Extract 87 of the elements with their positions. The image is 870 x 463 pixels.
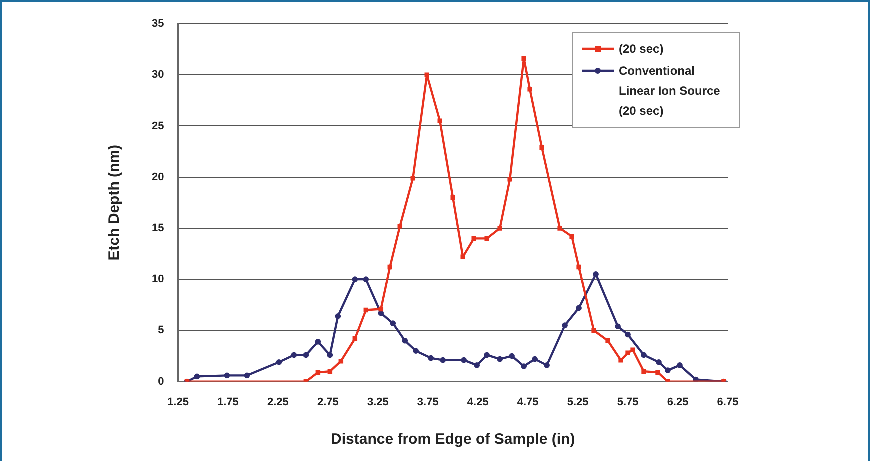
x-tick-label: 1.75 — [218, 396, 239, 408]
point — [352, 276, 358, 282]
y-tick-label: 0 — [158, 376, 164, 388]
point — [316, 370, 321, 375]
legend-label: Conventional Linear Ion Source (20 sec) — [619, 63, 722, 120]
point — [327, 352, 334, 358]
point — [474, 362, 480, 368]
x-tick-label: 2.25 — [267, 396, 289, 408]
y-tick-label: 35 — [152, 18, 164, 30]
point — [606, 338, 610, 344]
x-tick-label: 4.25 — [467, 396, 489, 408]
point — [618, 358, 624, 363]
legend-label: (20 sec) — [619, 41, 664, 58]
point — [497, 356, 503, 362]
point — [532, 356, 538, 362]
point — [450, 195, 456, 200]
point — [558, 226, 562, 231]
point — [388, 264, 393, 270]
point — [303, 352, 310, 358]
x-tick-label: 3.75 — [417, 396, 439, 408]
point — [677, 362, 683, 368]
x-tick-label: 4.75 — [517, 396, 539, 408]
point — [352, 336, 358, 342]
y-axis-title: Etch Depth (nm) — [106, 144, 124, 261]
x-tick-label: 3.25 — [367, 396, 389, 408]
point — [498, 226, 502, 231]
point — [440, 357, 446, 364]
point — [438, 118, 442, 124]
point — [576, 305, 582, 312]
point — [528, 87, 532, 92]
y-tick-label: 5 — [158, 324, 164, 337]
point — [390, 320, 396, 326]
point — [402, 338, 408, 344]
y-tick-label: 20 — [152, 171, 164, 184]
point — [276, 359, 282, 366]
point — [398, 224, 403, 229]
x-axis-title: Distance from Edge of Sample (in) — [331, 431, 576, 448]
point — [378, 306, 384, 312]
point — [656, 370, 660, 375]
point — [562, 322, 568, 328]
point — [484, 236, 490, 242]
point — [363, 276, 370, 282]
point — [338, 358, 344, 364]
point — [630, 348, 636, 352]
point — [570, 234, 574, 240]
x-tick-label: 5.25 — [567, 396, 589, 408]
point — [509, 353, 515, 360]
y-tick-label: 30 — [152, 69, 164, 82]
x-tick-label: 5.75 — [617, 396, 639, 408]
point — [508, 177, 512, 182]
point — [224, 372, 230, 379]
point — [315, 339, 322, 345]
point — [665, 368, 671, 374]
y-tick-label: 15 — [152, 222, 164, 234]
y-tick-label: 25 — [152, 120, 164, 132]
point — [364, 308, 369, 313]
point — [424, 72, 430, 78]
x-tick-label: 2.75 — [317, 396, 339, 408]
x-tick-label: 1.25 — [168, 396, 189, 408]
point — [460, 254, 466, 260]
point — [521, 364, 527, 370]
point — [641, 352, 647, 358]
point — [472, 236, 476, 242]
point — [335, 313, 342, 320]
point — [625, 332, 631, 338]
point — [540, 145, 544, 150]
point — [593, 272, 599, 278]
point — [328, 369, 333, 374]
point — [461, 357, 468, 364]
point — [626, 350, 630, 356]
point — [428, 355, 434, 362]
point — [592, 328, 596, 334]
point — [291, 352, 298, 358]
point — [642, 369, 646, 374]
point — [244, 372, 250, 379]
point — [413, 348, 420, 354]
x-tick-label: 6.25 — [667, 396, 689, 408]
point — [194, 374, 200, 380]
point — [484, 352, 490, 358]
x-tick-label: 6.75 — [717, 396, 739, 408]
point — [522, 56, 526, 62]
point — [410, 176, 416, 181]
point — [615, 324, 621, 330]
point — [656, 359, 662, 366]
point — [576, 264, 582, 270]
y-tick-label: 10 — [152, 274, 164, 286]
point — [544, 362, 550, 368]
